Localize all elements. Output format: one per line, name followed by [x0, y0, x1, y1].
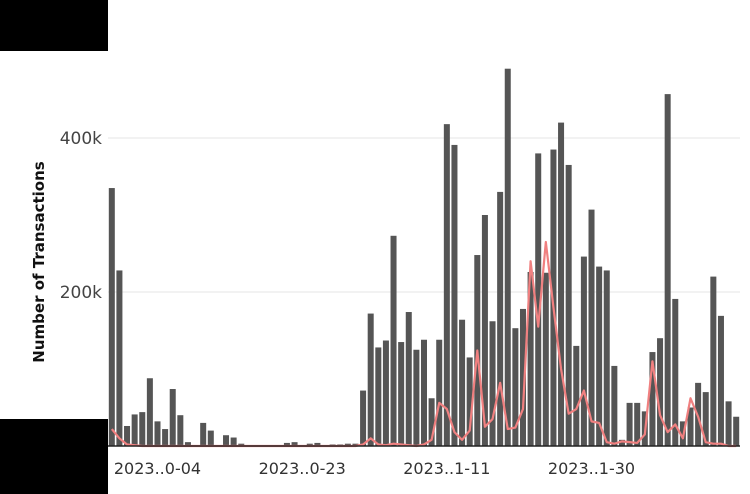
bar [550, 149, 557, 447]
x-tick-label: 2023..1-30 [548, 459, 635, 478]
bar [596, 266, 603, 446]
bar [451, 144, 458, 446]
bar [390, 235, 397, 446]
bar [626, 402, 633, 446]
bar [146, 378, 153, 446]
bar [283, 442, 290, 446]
bar [466, 357, 473, 446]
bar [360, 390, 367, 446]
bar [603, 270, 610, 446]
bar [139, 412, 146, 446]
bar [230, 437, 237, 446]
bar [702, 392, 709, 446]
bar [344, 443, 351, 446]
x-tick-label: 2023..0-04 [114, 459, 201, 478]
bar [687, 407, 694, 446]
y-axis-label: Number of Transactions [30, 161, 48, 362]
bar [649, 352, 656, 446]
bar [558, 122, 565, 446]
y-tick-label: 400k [60, 129, 102, 149]
bar [672, 298, 679, 446]
bar [116, 270, 123, 446]
bar [413, 349, 420, 446]
bar [710, 276, 717, 446]
bar [565, 164, 572, 446]
bar [108, 188, 115, 447]
bar [420, 339, 427, 446]
bar [542, 272, 549, 446]
bar [291, 442, 298, 446]
bar [238, 443, 245, 446]
bar [162, 429, 169, 446]
bar [184, 442, 191, 446]
bar [504, 68, 511, 446]
bar [436, 339, 443, 446]
bar [443, 124, 450, 446]
bar [535, 153, 542, 446]
bar [169, 389, 176, 446]
bar [375, 347, 382, 446]
bar [657, 338, 664, 446]
bar [398, 342, 405, 446]
bar [573, 345, 580, 446]
bar [405, 312, 412, 446]
bar [489, 321, 496, 446]
bar [580, 256, 587, 446]
bar-series [108, 68, 740, 447]
bar [611, 365, 618, 446]
bar [527, 271, 534, 446]
bar [352, 443, 359, 446]
bar [124, 425, 131, 446]
bar [717, 315, 724, 446]
bar [634, 402, 641, 446]
black-corner-bottom [0, 419, 108, 494]
black-corner-top [0, 0, 108, 51]
bar [618, 439, 625, 446]
x-tick-labels: 2023..0-04 2023..0-23 2023..1-11 2023..1-30 [114, 459, 635, 478]
bar [306, 443, 313, 446]
bar [314, 442, 321, 446]
gridlines [108, 137, 740, 293]
bar [367, 313, 374, 446]
bar [428, 398, 435, 446]
bar [131, 414, 138, 446]
bar [223, 435, 230, 446]
bar [733, 416, 740, 446]
bar [177, 415, 184, 446]
bar [459, 319, 466, 446]
bar [382, 340, 389, 446]
y-tick-label: 200k [60, 283, 102, 303]
bar [207, 430, 214, 446]
x-tick-label: 2023..0-23 [259, 459, 346, 478]
bar [154, 421, 161, 446]
bar [725, 401, 732, 446]
bar [512, 328, 519, 446]
x-tick-label: 2023..1-11 [403, 459, 490, 478]
bar [664, 94, 671, 447]
bar [497, 191, 504, 446]
bar [519, 308, 526, 446]
y-tick-labels: 200k 400k [60, 129, 102, 303]
bar [588, 209, 595, 446]
bar [481, 215, 488, 446]
bar [200, 422, 207, 446]
